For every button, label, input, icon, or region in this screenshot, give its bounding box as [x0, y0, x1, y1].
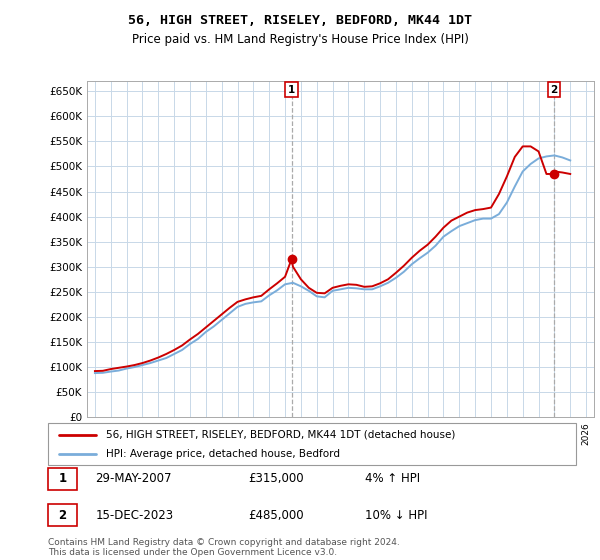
- Text: 56, HIGH STREET, RISELEY, BEDFORD, MK44 1DT: 56, HIGH STREET, RISELEY, BEDFORD, MK44 …: [128, 14, 472, 27]
- Text: Contains HM Land Registry data © Crown copyright and database right 2024.
This d: Contains HM Land Registry data © Crown c…: [48, 538, 400, 557]
- Text: 4% ↑ HPI: 4% ↑ HPI: [365, 472, 420, 486]
- Text: £315,000: £315,000: [248, 472, 304, 486]
- Text: HPI: Average price, detached house, Bedford: HPI: Average price, detached house, Bedf…: [106, 449, 340, 459]
- Text: 29-MAY-2007: 29-MAY-2007: [95, 472, 172, 486]
- Text: £485,000: £485,000: [248, 508, 304, 522]
- Text: 2: 2: [58, 508, 67, 522]
- Text: 1: 1: [288, 85, 295, 95]
- Text: 15-DEC-2023: 15-DEC-2023: [95, 508, 173, 522]
- Text: 10% ↓ HPI: 10% ↓ HPI: [365, 508, 427, 522]
- FancyBboxPatch shape: [48, 468, 77, 490]
- Text: 56, HIGH STREET, RISELEY, BEDFORD, MK44 1DT (detached house): 56, HIGH STREET, RISELEY, BEDFORD, MK44 …: [106, 430, 455, 440]
- FancyBboxPatch shape: [48, 423, 576, 465]
- Text: 2: 2: [550, 85, 557, 95]
- Text: 1: 1: [58, 472, 67, 486]
- FancyBboxPatch shape: [48, 504, 77, 526]
- Text: Price paid vs. HM Land Registry's House Price Index (HPI): Price paid vs. HM Land Registry's House …: [131, 32, 469, 46]
